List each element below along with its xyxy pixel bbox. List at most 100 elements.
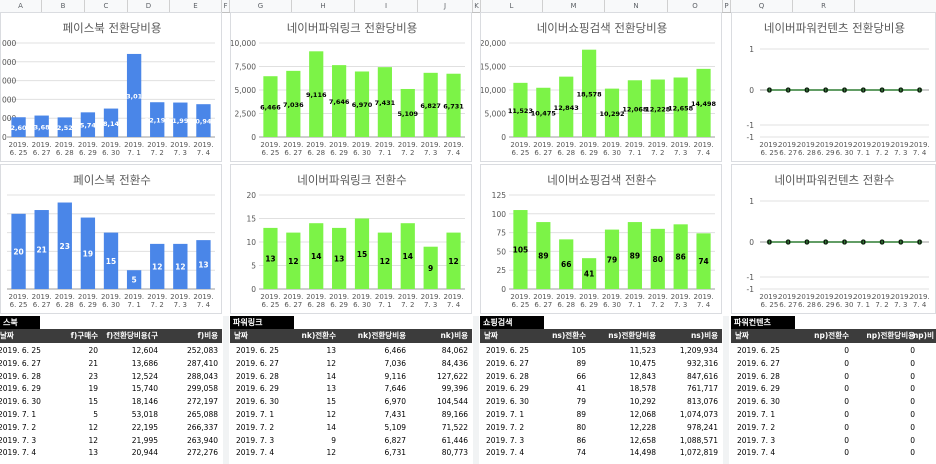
table-cell[interactable]: 10,292 (629, 397, 656, 407)
table-cell[interactable]: 18,578 (629, 384, 656, 394)
table-cell[interactable]: 0 (844, 384, 849, 394)
table-cell[interactable]: 0 (844, 448, 849, 458)
table-cell[interactable]: 0 (844, 358, 849, 368)
table-cell[interactable]: 0 (844, 410, 849, 419)
table-cell[interactable]: 66 (576, 371, 586, 381)
table-cell[interactable]: 0 (910, 371, 915, 381)
column-header-filter[interactable]: nk)전환당비용 (357, 331, 406, 340)
column-header-k[interactable]: K (473, 0, 481, 12)
table-cell[interactable]: 2019. 6. 30 (0, 397, 41, 407)
table-cell[interactable]: 6,827 (384, 435, 406, 445)
table-row[interactable]: 2019. 7. 2 80 12,228 978,241 (480, 422, 722, 434)
column-header-o[interactable]: O (668, 0, 723, 12)
table-row[interactable]: 2019. 6. 30 15 18,146 272,197 (0, 396, 222, 408)
table-cell[interactable]: 2019. 7. 1 (737, 410, 776, 419)
table-cell[interactable]: 0 (910, 422, 915, 432)
table-cell[interactable]: 2019. 6. 25 (236, 346, 279, 355)
table-cell[interactable]: 15 (326, 397, 336, 407)
table-cell[interactable]: 12 (326, 410, 336, 419)
table-cell[interactable]: 0 (910, 410, 915, 419)
table-cell[interactable]: 252,083 (186, 346, 218, 355)
table-cell[interactable]: 13 (326, 346, 336, 355)
table-cell[interactable]: 2019. 6. 30 (486, 397, 529, 407)
column-header-filter[interactable]: nk)전환수 (301, 331, 336, 340)
table-cell[interactable]: 13 (88, 448, 98, 458)
table-cell[interactable]: 0 (910, 358, 915, 368)
table-cell[interactable]: 21,995 (131, 435, 158, 445)
column-header-filter[interactable]: nk)비용 (440, 331, 468, 340)
table-cell[interactable]: 61,446 (441, 435, 468, 445)
table-cell[interactable]: 21 (88, 358, 98, 368)
table-cell[interactable]: 20 (88, 346, 98, 355)
table-row[interactable]: 2019. 6. 29 13 7,646 99,396 (230, 383, 472, 395)
table-cell[interactable]: 0 (844, 422, 849, 432)
column-header-a[interactable]: A (0, 0, 42, 12)
chart-panel[interactable]: 네이버파워링크 전환당비용 10,000 7,500 5,000 2,500 0 6,466… (230, 12, 472, 162)
table-row[interactable]: 2019. 6. 30 15 6,970 104,544 (230, 396, 472, 408)
table-cell[interactable]: 847,616 (686, 371, 718, 381)
table-cell[interactable]: 5,109 (384, 422, 406, 432)
table-row[interactable]: 2019. 7. 3 12 21,995 263,940 (0, 435, 222, 447)
table-row[interactable]: 2019. 7. 3 0 0 (731, 435, 936, 447)
column-header-filter[interactable]: 날짜 (234, 331, 248, 340)
table-cell[interactable]: 2019. 6. 27 (236, 358, 279, 368)
table-cell[interactable]: 10,475 (629, 358, 656, 368)
table-cell[interactable]: 2019. 6. 30 (236, 397, 279, 407)
table-row[interactable]: 2019. 6. 25 13 6,466 84,062 (230, 345, 472, 357)
table-cell[interactable]: 86 (576, 435, 586, 445)
table-cell[interactable]: 20,944 (131, 448, 158, 458)
table-cell[interactable]: 299,058 (186, 384, 218, 394)
table-cell[interactable]: 6,731 (384, 448, 406, 458)
table-cell[interactable]: 0 (910, 435, 915, 445)
table-cell[interactable]: 2019. 6. 27 (0, 358, 41, 368)
table-row[interactable]: 2019. 7. 1 0 0 (731, 409, 936, 421)
table-cell[interactable]: 2019. 7. 3 (737, 435, 776, 445)
table-cell[interactable]: 1,074,073 (679, 410, 718, 419)
table-cell[interactable]: 6,466 (384, 346, 406, 355)
column-header-g[interactable]: G (230, 0, 292, 12)
table-cell[interactable]: 7,036 (384, 358, 406, 368)
table-cell[interactable]: 2019. 6. 25 (486, 346, 529, 355)
table-cell[interactable]: 272,276 (186, 448, 218, 458)
table-cell[interactable]: 0 (910, 346, 915, 355)
table-cell[interactable]: 2019. 7. 2 (236, 422, 275, 432)
table-cell[interactable]: 2019. 7. 4 (486, 448, 525, 458)
column-header-filter[interactable]: f)전환당비용(구 (106, 331, 158, 340)
table-row[interactable]: 2019. 7. 2 0 0 (731, 422, 936, 434)
table-cell[interactable]: 2019. 6. 27 (737, 358, 780, 368)
table-row[interactable]: 2019. 7. 4 12 6,731 80,773 (230, 447, 472, 459)
table-cell[interactable]: 99,396 (441, 384, 468, 394)
table-row[interactable]: 2019. 6. 29 0 0 (731, 383, 936, 395)
table-cell[interactable]: 74 (576, 448, 586, 458)
table-cell[interactable]: 1,072,819 (679, 448, 718, 458)
table-cell[interactable]: 0 (844, 435, 849, 445)
table-cell[interactable]: 13,686 (131, 358, 158, 368)
table-cell[interactable]: 80 (576, 422, 586, 432)
chart-panel[interactable]: 네이버파워컨텐츠 전환수 1 0 -1 -1 0 2019. 6. 25 0 2019. 6. 27… (731, 164, 936, 314)
table-row[interactable]: 2019. 6. 28 66 12,843 847,616 (480, 371, 722, 383)
table-row[interactable]: 2019. 6. 29 41 18,578 761,717 (480, 383, 722, 395)
column-header-p[interactable]: P (723, 0, 731, 12)
table-cell[interactable]: 1,088,571 (679, 435, 718, 445)
column-header-filter[interactable]: ns)전환당비용 (608, 331, 656, 340)
column-header-r[interactable]: R (793, 0, 855, 12)
table-cell[interactable]: 7,431 (384, 410, 406, 419)
table-cell[interactable]: 104,544 (436, 397, 468, 407)
table-row[interactable]: 2019. 6. 28 23 12,524 288,043 (0, 371, 222, 383)
column-header-filter[interactable]: np)전환당비용 (866, 331, 915, 340)
column-header-filter[interactable]: 날짜 (484, 331, 498, 340)
chart-panel[interactable]: 네이버쇼핑검색 전환당비용 20,000 15,000 10,000 5,000 0 11,… (480, 12, 722, 162)
table-cell[interactable]: 2019. 6. 30 (737, 397, 780, 407)
table-cell[interactable]: 0 (844, 371, 849, 381)
column-header-c[interactable]: C (85, 0, 128, 12)
table-cell[interactable]: 14 (326, 371, 336, 381)
table-cell[interactable]: 2019. 7. 1 (486, 410, 525, 419)
table-cell[interactable]: 0 (910, 397, 915, 407)
table-cell[interactable]: 11,523 (629, 346, 656, 355)
table-cell[interactable]: 12,843 (629, 371, 656, 381)
table-row[interactable]: 2019. 6. 27 89 10,475 932,316 (480, 358, 722, 370)
table-cell[interactable]: 2019. 7. 3 (236, 435, 275, 445)
table-cell[interactable]: 0 (844, 397, 849, 407)
column-header-m[interactable]: M (543, 0, 605, 12)
column-header-d[interactable]: D (128, 0, 170, 12)
